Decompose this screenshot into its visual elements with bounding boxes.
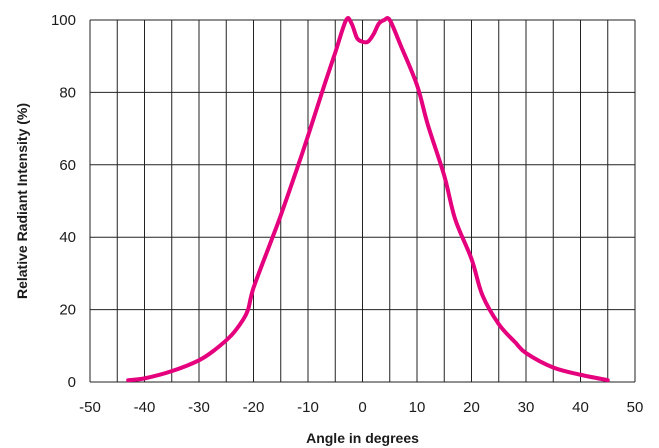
x-tick-label: -10 xyxy=(297,399,319,416)
series-layer xyxy=(126,16,610,383)
vertical-gridlines xyxy=(89,20,636,382)
y-tick-label: 100 xyxy=(51,12,76,29)
x-axis-tick-labels: -50 -40 -30 -20 -10 0 10 20 30 40 50 xyxy=(79,399,643,416)
x-tick-label: -50 xyxy=(79,399,101,416)
y-tick-label: 80 xyxy=(59,84,76,101)
x-tick-label: 20 xyxy=(463,399,480,416)
x-tick-label: 30 xyxy=(518,399,535,416)
y-tick-label: 60 xyxy=(59,157,76,174)
y-axis-tick-labels: 0 20 40 60 80 100 xyxy=(51,12,76,391)
y-tick-label: 40 xyxy=(59,229,76,246)
series-line xyxy=(126,16,610,383)
x-tick-label: -40 xyxy=(134,399,156,416)
x-tick-label: -30 xyxy=(188,399,210,416)
y-tick-label: 0 xyxy=(68,374,76,391)
x-tick-label: -20 xyxy=(243,399,265,416)
y-axis-title: Relative Radiant Intensity (%) xyxy=(14,103,30,299)
y-tick-label: 20 xyxy=(59,302,76,319)
x-tick-label: 0 xyxy=(358,399,366,416)
x-tick-label: 50 xyxy=(627,399,644,416)
x-tick-label: 10 xyxy=(409,399,426,416)
x-tick-label: 40 xyxy=(572,399,589,416)
horizontal-gridlines xyxy=(90,19,635,383)
x-axis-title: Angle in degrees xyxy=(306,430,419,446)
